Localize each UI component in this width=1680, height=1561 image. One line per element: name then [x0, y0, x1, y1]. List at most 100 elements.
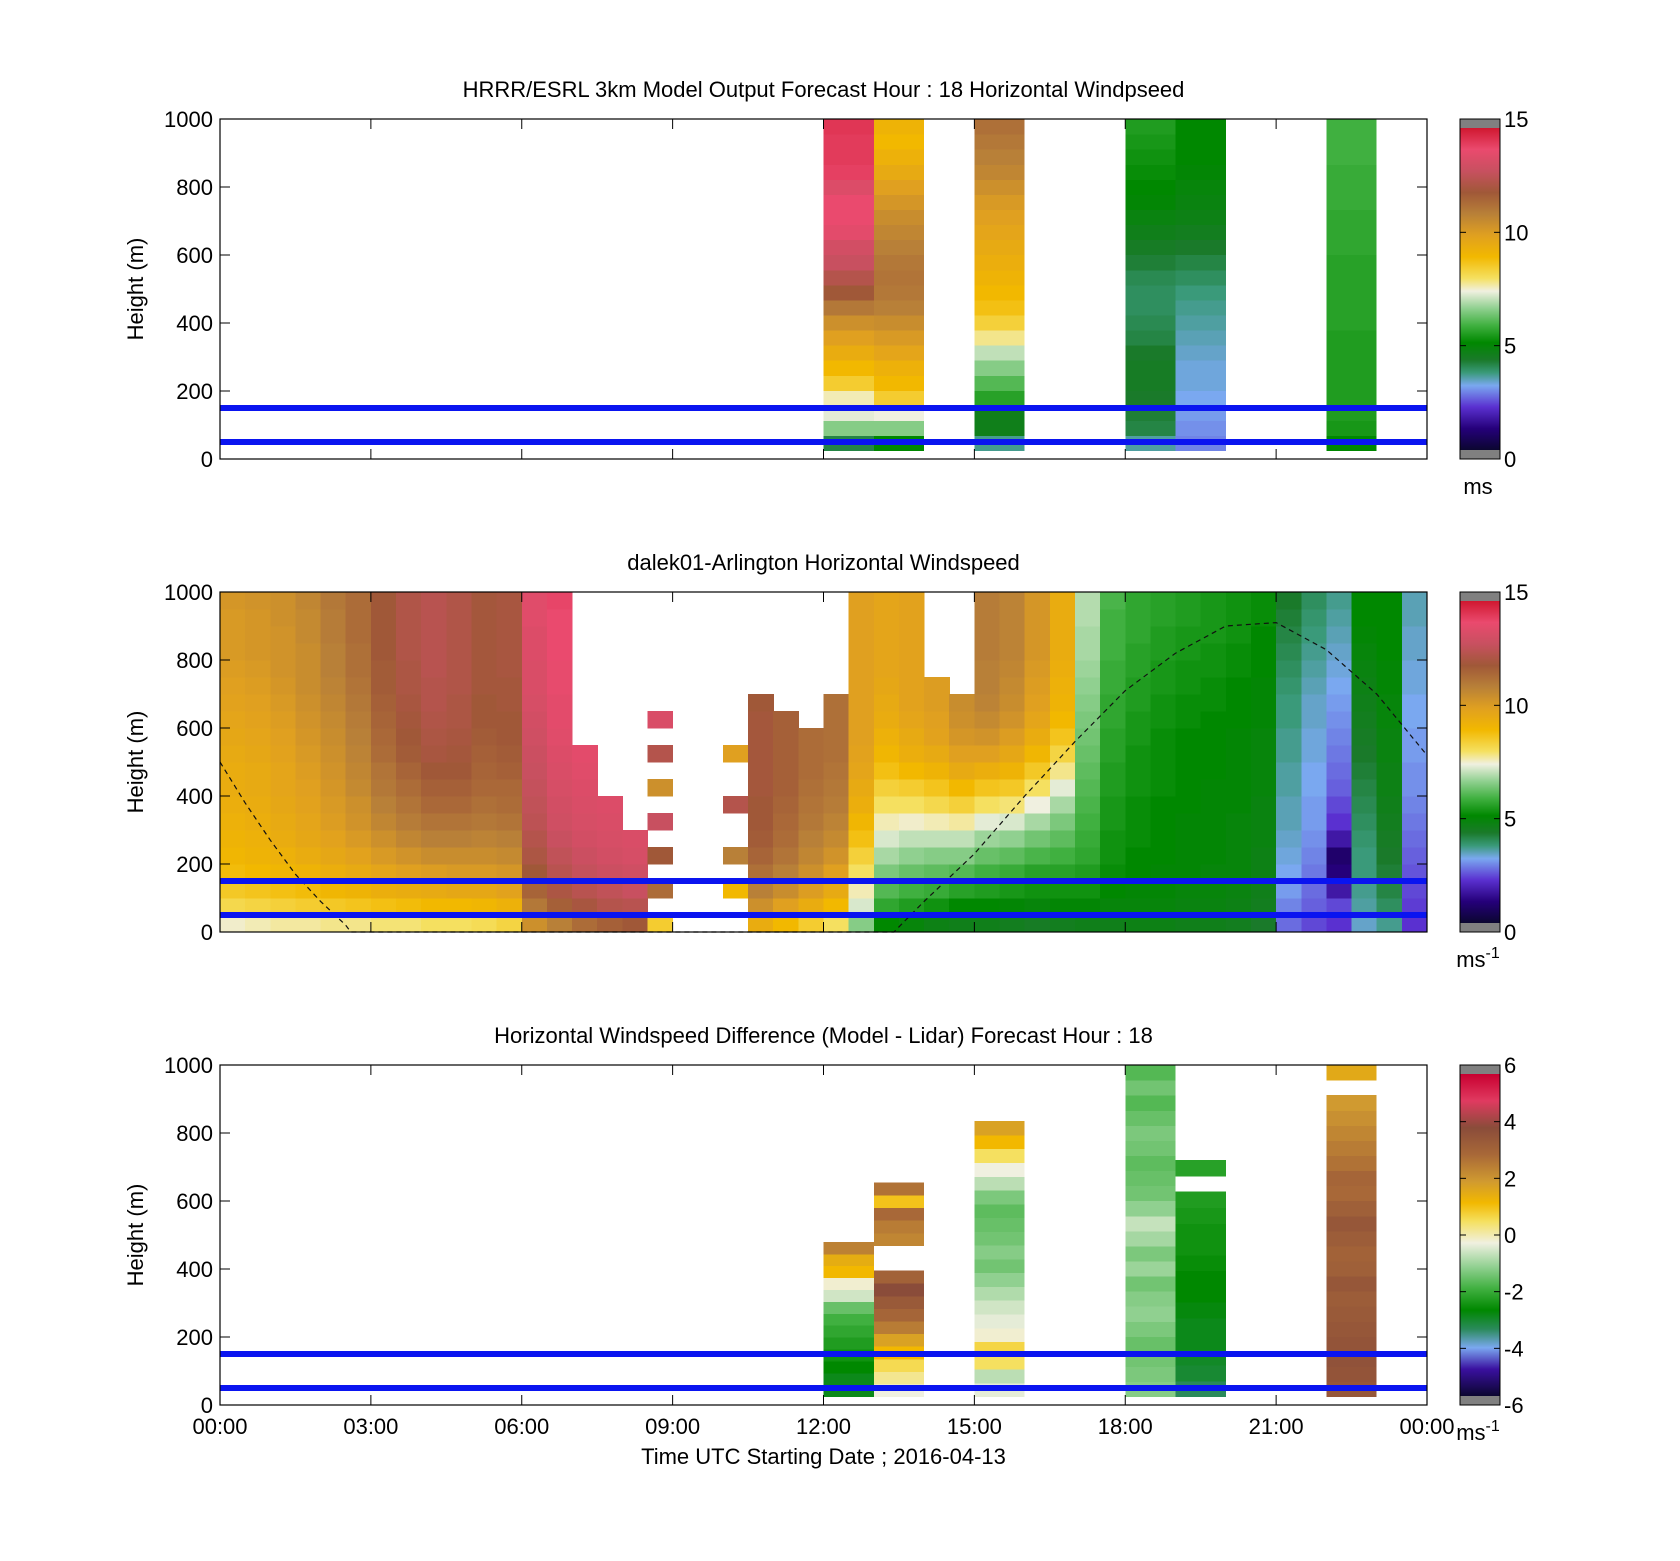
- heat-cell: [1049, 796, 1076, 814]
- heat-cell: [823, 119, 874, 135]
- heat-cell: [748, 728, 774, 746]
- heat-cell: [1125, 881, 1151, 899]
- heat-cell: [1200, 677, 1227, 695]
- heat-cell: [949, 813, 975, 831]
- heat-cell: [1125, 898, 1151, 916]
- heat-cell: [1250, 830, 1277, 848]
- heat-cell: [320, 711, 347, 729]
- y-tick-label: 400: [176, 311, 213, 336]
- heat-cell: [1150, 660, 1177, 678]
- y-tick-label: 200: [176, 379, 213, 404]
- heat-cell: [245, 847, 271, 865]
- heat-cell: [270, 779, 297, 797]
- heat-cell: [823, 1289, 874, 1302]
- heat-cell: [622, 915, 649, 933]
- heat-cell: [823, 762, 850, 780]
- heat-cell: [496, 898, 523, 916]
- heat-cell: [295, 796, 322, 814]
- heat-cell: [572, 779, 598, 797]
- heat-cell: [1175, 329, 1226, 346]
- heat-cell: [1125, 254, 1176, 271]
- heat-cell: [1100, 745, 1126, 763]
- heat-cell: [1125, 360, 1176, 376]
- heat-cell: [496, 915, 523, 933]
- heat-cell: [320, 643, 347, 661]
- heat-cell: [1150, 643, 1177, 661]
- heat-cell: [1100, 779, 1126, 797]
- heat-cell: [396, 779, 422, 797]
- heat-cell: [295, 626, 322, 644]
- heat-cell: [1125, 284, 1176, 301]
- heat-cell: [421, 830, 447, 848]
- heat-cell: [798, 779, 825, 797]
- heat-cell: [421, 847, 447, 865]
- heat-cell: [1150, 745, 1177, 763]
- heat-cell: [1326, 390, 1377, 406]
- heat-cell: [396, 898, 422, 916]
- heat-cell: [1250, 779, 1277, 797]
- heat-cell: [974, 1368, 1025, 1384]
- heat-cell: [848, 694, 875, 712]
- heat-cell: [1250, 677, 1277, 695]
- heat-cell: [898, 762, 925, 780]
- heat-cell: [999, 813, 1026, 831]
- y-tick-label: 600: [176, 243, 213, 268]
- heat-cell: [1276, 779, 1302, 797]
- heat-cell: [823, 179, 874, 195]
- heat-cell: [471, 609, 498, 627]
- heat-cell: [1150, 711, 1177, 729]
- heat-cell: [345, 592, 372, 610]
- heat-cell: [1125, 1275, 1176, 1292]
- heat-cell: [1276, 830, 1302, 848]
- heat-cell: [1074, 711, 1101, 729]
- heat-cell: [1049, 864, 1076, 882]
- heat-cell: [1175, 314, 1226, 331]
- heat-cell: [245, 660, 271, 678]
- heat-cell: [848, 592, 875, 610]
- heat-cell: [220, 694, 246, 712]
- heat-cell: [1074, 847, 1101, 865]
- heat-cell: [1200, 830, 1227, 848]
- heat-cell: [999, 660, 1026, 678]
- heat-cell: [1024, 881, 1051, 899]
- heat-cell: [1049, 694, 1076, 712]
- colorbar-unit: ms-1: [1456, 945, 1500, 972]
- heat-cell: [647, 847, 674, 865]
- panel-2: 0 200 400 600 800 1000 dalek01-Arlington Horiz…: [123, 550, 1528, 972]
- heat-cell: [1125, 660, 1151, 678]
- heat-cell: [245, 677, 271, 695]
- heat-cell: [295, 592, 322, 610]
- heat-cell: [345, 830, 372, 848]
- heat-cell: [1326, 360, 1377, 376]
- heat-cell: [848, 609, 875, 627]
- heat-cell: [823, 164, 874, 180]
- heat-cell: [370, 881, 397, 899]
- heat-cell: [572, 813, 598, 831]
- heat-cell: [1175, 164, 1226, 180]
- heat-cell: [521, 626, 548, 644]
- heat-cell: [1401, 745, 1428, 763]
- heat-cell: [1301, 592, 1328, 610]
- heat-cell: [1100, 711, 1126, 729]
- colorbar-tick-label: 10: [1504, 220, 1528, 245]
- heat-cell: [1175, 660, 1202, 678]
- heat-cell: [446, 830, 473, 848]
- colorbar-unit-base: ms: [1456, 947, 1485, 972]
- heat-cell: [1125, 830, 1151, 848]
- heat-cell: [722, 745, 749, 763]
- heat-cell: [421, 762, 447, 780]
- heat-cell: [345, 813, 372, 831]
- heat-cell: [748, 711, 774, 729]
- heat-cell: [396, 626, 422, 644]
- heat-cell: [873, 314, 925, 331]
- heat-cell: [622, 847, 649, 865]
- heat-cell: [1125, 796, 1151, 814]
- heat-cell: [245, 813, 271, 831]
- heat-cell: [1200, 898, 1227, 916]
- heat-cell: [496, 643, 523, 661]
- heat-cell: [320, 796, 347, 814]
- heat-cell: [974, 179, 1025, 195]
- heat-cell: [1250, 762, 1277, 780]
- heat-cell: [270, 677, 297, 695]
- heat-cell: [220, 643, 246, 661]
